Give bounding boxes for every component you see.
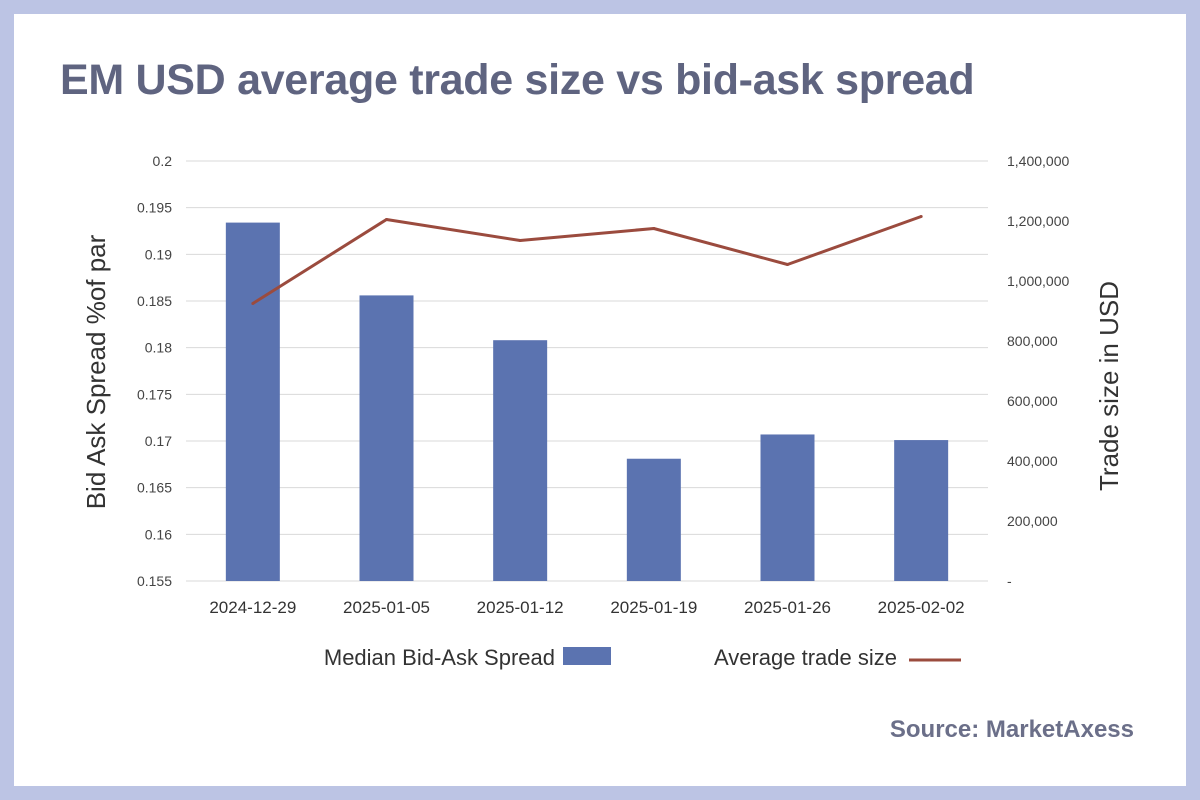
x-tick-label: 2025-01-12 (477, 598, 564, 617)
chart-title: EM USD average trade size vs bid-ask spr… (60, 56, 975, 104)
line-point-2025-01-19 (652, 227, 656, 230)
right-tick-label: 1,000,000 (1007, 273, 1069, 289)
legend-label-line: Average trade size (714, 645, 897, 670)
right-tick-label: 1,200,000 (1007, 213, 1069, 229)
line-point-2025-02-02 (919, 215, 923, 218)
left-tick-label: 0.185 (137, 293, 172, 309)
bar-2025-01-19 (626, 458, 681, 581)
right-tick-label: 200,000 (1007, 513, 1058, 529)
left-tick-label: 0.2 (153, 153, 173, 169)
left-tick-label: 0.16 (145, 526, 172, 542)
right-tick-label: 1,400,000 (1007, 153, 1069, 169)
x-tick-label: 2024-12-29 (209, 598, 296, 617)
right-axis-ticks: 1,400,000 1,200,000 1,000,000 800,000 600,00… (1007, 153, 1069, 589)
line-series (251, 215, 923, 305)
legend-swatch-bars (563, 647, 611, 665)
right-tick-label: 800,000 (1007, 333, 1058, 349)
right-tick-label: 400,000 (1007, 453, 1058, 469)
left-tick-label: 0.165 (137, 480, 172, 496)
gridlines (186, 160, 988, 582)
x-tick-label: 2025-01-19 (610, 598, 697, 617)
left-axis-title: Bid Ask Spread %of par (81, 234, 111, 509)
left-tick-label: 0.19 (145, 246, 172, 262)
line-point-2025-01-26 (786, 263, 789, 266)
line-point-2025-01-12 (518, 239, 522, 242)
legend-label-bars: Median Bid-Ask Spread (324, 645, 555, 670)
line-point-2024-12-29 (251, 302, 255, 305)
bar-series (225, 222, 949, 581)
left-tick-label: 0.17 (145, 433, 172, 449)
x-tick-label: 2025-02-02 (878, 598, 965, 617)
left-tick-label: 0.155 (137, 573, 172, 589)
left-tick-label: 0.175 (137, 386, 172, 402)
right-axis-title: Trade size in USD (1094, 281, 1124, 491)
right-tick-label: 600,000 (1007, 393, 1058, 409)
trade-size-line (252, 215, 922, 305)
line-point-2025-01-05 (385, 218, 388, 221)
left-axis-ticks: 0.2 0.195 0.19 0.185 0.18 0.175 0.17 0.165 0.16 0… (137, 153, 172, 589)
left-tick-label: 0.195 (137, 200, 172, 216)
x-tick-label: 2025-01-05 (343, 598, 430, 617)
bar-2024-12-29 (225, 222, 280, 581)
bar-2025-02-02 (894, 440, 949, 581)
bar-2025-01-05 (359, 295, 414, 581)
x-tick-label: 2025-01-26 (744, 598, 831, 617)
left-tick-label: 0.18 (145, 340, 172, 356)
bar-2025-01-12 (493, 340, 548, 581)
legend: Median Bid-Ask Spread Average trade size (324, 645, 961, 670)
bar-2025-01-26 (760, 434, 815, 581)
right-tick-label: - (1007, 573, 1012, 589)
x-axis-ticks: 2024-12-29 2025-01-05 2025-01-12 2025-01-19… (209, 598, 964, 617)
source-note: Source: MarketAxess (889, 716, 1134, 743)
